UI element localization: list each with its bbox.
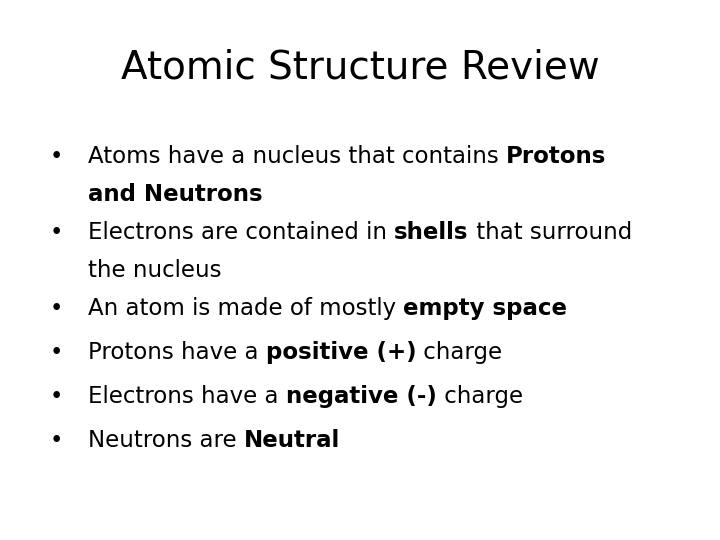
Text: Atoms have a nucleus that contains: Atoms have a nucleus that contains xyxy=(88,145,506,168)
Text: •: • xyxy=(50,297,63,320)
Text: Electrons are contained in: Electrons are contained in xyxy=(88,221,395,244)
Text: •: • xyxy=(50,145,63,168)
Text: positive (+): positive (+) xyxy=(266,341,416,364)
Text: that surround: that surround xyxy=(469,221,632,244)
Text: An atom is made of mostly: An atom is made of mostly xyxy=(88,297,403,320)
Text: Protons have a: Protons have a xyxy=(88,341,266,364)
Text: •: • xyxy=(50,385,63,408)
Text: Electrons have a: Electrons have a xyxy=(88,385,286,408)
Text: and Neutrons: and Neutrons xyxy=(88,183,263,206)
Text: Neutrons are: Neutrons are xyxy=(88,429,244,452)
Text: Atomic Structure Review: Atomic Structure Review xyxy=(121,49,599,86)
Text: empty space: empty space xyxy=(403,297,567,320)
Text: Protons: Protons xyxy=(506,145,606,168)
Text: •: • xyxy=(50,341,63,364)
Text: •: • xyxy=(50,429,63,452)
Text: shells: shells xyxy=(395,221,469,244)
Text: charge: charge xyxy=(416,341,503,364)
Text: •: • xyxy=(50,221,63,244)
Text: charge: charge xyxy=(436,385,523,408)
Text: negative (-): negative (-) xyxy=(286,385,436,408)
Text: the nucleus: the nucleus xyxy=(88,259,222,282)
Text: Neutral: Neutral xyxy=(244,429,340,452)
